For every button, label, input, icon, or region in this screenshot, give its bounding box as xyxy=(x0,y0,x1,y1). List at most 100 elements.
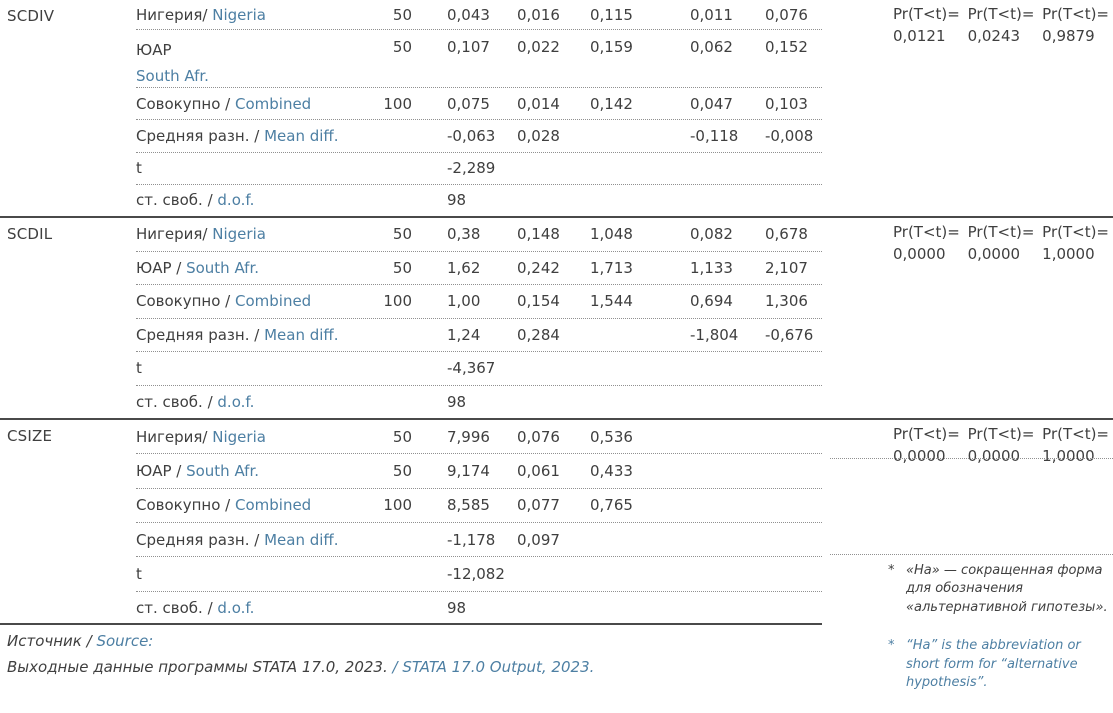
source-label-ru: Источник / xyxy=(7,632,97,650)
row-label-en: Combined xyxy=(235,292,312,311)
row-label: Средняя разн. / Mean diff. xyxy=(136,531,376,549)
footnote-marker: * xyxy=(888,563,895,578)
footnote-text: «На» — сокращенная форма для обозначения… xyxy=(906,563,1108,615)
row-label-ru: ст. своб. / xyxy=(136,599,218,618)
cell-ci-upper: 2,107 xyxy=(765,258,808,277)
cell-std-err: 0,284 xyxy=(517,325,560,344)
row-label-ru: t xyxy=(136,564,142,583)
cell-std-err: 0,097 xyxy=(517,530,560,549)
variable-name: SCDIL xyxy=(7,225,53,243)
cell-ci-upper: 1,306 xyxy=(765,292,808,311)
table-row: Средняя разн. / Mean diff. -1,178 0,097 xyxy=(136,523,822,558)
cell-mean: 9,174 xyxy=(447,461,490,480)
table-row: t -2,289 xyxy=(136,153,822,185)
source-note: Источник / Source: Выходные данные прогр… xyxy=(7,629,594,681)
table-row: Нигерия/ Nigeria 50 7,996 0,076 0,536 xyxy=(136,420,822,455)
cell-dof: 98 xyxy=(447,599,467,618)
pr-label: Pr(T<t)= xyxy=(1042,425,1109,443)
pr-label: Pr(T<t)= xyxy=(967,223,1035,241)
cell-dof: 98 xyxy=(447,392,467,411)
cell-dof: 98 xyxy=(447,191,467,210)
row-label-en: South Afr. xyxy=(136,66,209,85)
pr-label: Pr(T<t)= xyxy=(1042,223,1109,241)
cell-ci-upper: 0,076 xyxy=(765,5,808,24)
pr-block: Pr(T<t)= 0,0000 Pr(T<t)= 0,0000 Pr(T<t)= 1,… xyxy=(893,223,1109,263)
pr-value: 0,0243 xyxy=(967,27,1021,45)
table-row: Нигерия/ Nigeria 50 0,38 0,148 1,048 0,082 0,6… xyxy=(136,218,822,252)
row-label: Нигерия/ Nigeria xyxy=(136,6,376,24)
table-group-scdiv: SCDIV Нигерия/ Nigeria 50 0,043 0,016 0,115 0… xyxy=(0,0,1113,218)
row-label: ст. своб. / d.o.f. xyxy=(136,599,376,617)
cell-mean: 8,585 xyxy=(447,496,490,515)
cell-std-dev: 0,765 xyxy=(590,496,633,515)
pr-value: 1,0000 xyxy=(1042,245,1095,263)
row-label: Нигерия/ Nigeria xyxy=(136,428,376,446)
pr-value: 0,0000 xyxy=(893,245,946,263)
pr-label: Pr(T<t)= xyxy=(1042,5,1109,23)
cell-std-dev: 1,048 xyxy=(590,225,633,244)
cell-std-err: 0,076 xyxy=(517,427,560,446)
row-label-ru: ЮАР / xyxy=(136,258,187,277)
row-label: ЮАР South Afr. xyxy=(136,38,376,87)
row-label: Совокупно / Combined xyxy=(136,496,376,514)
pr-column: Pr(T<t)= 1,0000 xyxy=(1042,223,1109,263)
table-row: t -12,082 xyxy=(136,557,822,592)
row-label-ru: t xyxy=(136,359,142,378)
cell-std-dev: 1,713 xyxy=(590,258,633,277)
cell-t-stat: -2,289 xyxy=(447,159,496,178)
row-label-en: Mean diff. xyxy=(264,126,339,145)
cell-std-err: 0,061 xyxy=(517,461,560,480)
pr-column: Pr(T<t)= 1,0000 xyxy=(1042,425,1109,465)
row-label-ru: Совокупно / xyxy=(136,496,235,515)
row-label-ru: Совокупно / xyxy=(136,94,235,113)
pr-value: 0,0000 xyxy=(967,447,1021,465)
table-row: ЮАР / South Afr. 50 1,62 0,242 1,713 1,133 2,1… xyxy=(136,252,822,285)
pr-label: Pr(T<t)= xyxy=(893,425,960,443)
pr-label: Pr(T<t)= xyxy=(967,5,1035,23)
pr-column: Pr(T<t)= 0,0000 xyxy=(968,223,1035,263)
table-row: ст. своб. / d.o.f. 98 xyxy=(136,185,822,216)
cell-mean: 7,996 xyxy=(447,427,490,446)
cell-ci-upper: -0,676 xyxy=(765,325,814,344)
cell-ci-upper: 0,152 xyxy=(765,38,808,56)
cell-std-dev: 0,433 xyxy=(590,461,633,480)
cell-ci-upper: 0,103 xyxy=(765,94,808,113)
row-label-en: Mean diff. xyxy=(264,530,339,549)
source-label-en: Source: xyxy=(96,632,154,650)
variable-name: SCDIV xyxy=(7,7,55,25)
table-row: ЮАР / South Afr. 50 9,174 0,061 0,433 xyxy=(136,454,822,489)
pr-block: Pr(T<t)= 0,0121 Pr(T<t)= 0,0243 Pr(T<t)= 0,… xyxy=(893,5,1109,45)
row-label-ru: Нигерия/ xyxy=(136,5,213,24)
row-label-ru: t xyxy=(136,159,142,178)
cell-obs: 100 xyxy=(383,292,412,311)
cell-obs: 50 xyxy=(392,5,412,24)
cell-std-err: 0,077 xyxy=(517,496,560,515)
row-label-ru: ЮАР xyxy=(136,41,172,59)
table-group-scdil: SCDIL Нигерия/ Nigeria 50 0,38 0,148 1,048 0,… xyxy=(0,218,1113,420)
source-text-en: / STATA 17.0 Output, 2023. xyxy=(392,657,595,676)
row-label-ru: Совокупно / xyxy=(136,292,235,311)
row-label: Средняя разн. / Mean diff. xyxy=(136,127,376,145)
cell-mean: 1,24 xyxy=(447,325,481,344)
cell-obs: 50 xyxy=(392,38,412,56)
row-label-en: Combined xyxy=(235,94,312,113)
row-label-ru: ст. своб. / xyxy=(136,392,218,411)
source-text-ru: Выходные данные программы STATA 17.0, 20… xyxy=(7,657,393,676)
row-label-ru: Средняя разн. / xyxy=(136,530,265,549)
table-row: Средняя разн. / Mean diff. -0,063 0,028 -0,… xyxy=(136,120,822,153)
row-label: t xyxy=(136,159,376,177)
cell-std-err: 0,154 xyxy=(517,292,560,311)
pr-column: Pr(T<t)= 0,0000 xyxy=(968,425,1035,465)
table-row: Совокупно / Combined 100 0,075 0,014 0,142 0,… xyxy=(136,88,822,121)
row-label-ru: Средняя разн. / xyxy=(136,325,265,344)
cell-obs: 100 xyxy=(383,496,412,515)
cell-mean: 1,62 xyxy=(447,258,481,277)
cell-mean: 0,043 xyxy=(447,5,490,24)
pr-value: 0,0000 xyxy=(893,447,946,465)
cell-std-err: 0,016 xyxy=(517,5,560,24)
row-label-ru: Нигерия/ xyxy=(136,225,213,244)
row-label: ст. своб. / d.o.f. xyxy=(136,393,376,411)
source-line-2: Выходные данные программы STATA 17.0, 20… xyxy=(7,655,594,681)
pr-label: Pr(T<t)= xyxy=(967,425,1035,443)
row-label: t xyxy=(136,359,376,377)
